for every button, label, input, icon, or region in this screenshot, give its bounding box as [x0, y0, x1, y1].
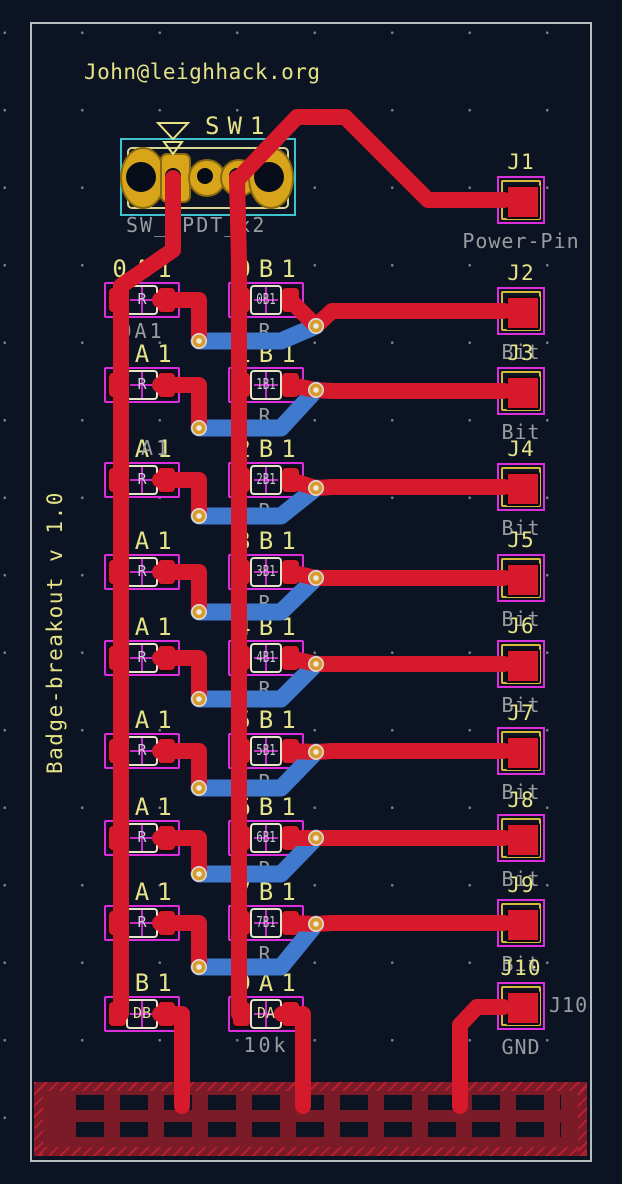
resistor-6a1-value-text: R — [137, 828, 147, 846]
zone-hatch-bottom — [34, 1147, 587, 1156]
connector-j6-name-label[interactable]: Bit — [501, 693, 541, 717]
zone-hatch-left — [34, 1082, 43, 1156]
connector-j4-name-label[interactable]: Bit — [501, 516, 541, 540]
connector-j10-pad[interactable] — [506, 991, 540, 1025]
connector-j2-ref-label[interactable]: J2 — [507, 261, 535, 285]
resistor-3b1-value-text: 3B1 — [256, 562, 276, 580]
resistor-5a1-ref-label[interactable]: 5A1 — [112, 706, 180, 734]
connector-j9-pad[interactable] — [506, 908, 540, 942]
zone-dash-row — [76, 1122, 561, 1137]
resistor-4a1-ref-label[interactable]: 4A1 — [112, 613, 180, 641]
resistor-2b1-fab-label[interactable]: R — [258, 499, 274, 523]
resistor-3a1-ref-label[interactable]: 3A1 — [112, 527, 180, 555]
connector-j1-ref-label[interactable]: J1 — [507, 150, 535, 174]
resistor-4b1-ref-label[interactable]: 4B1 — [236, 613, 304, 641]
resistor-7a1-value-text: R — [137, 913, 147, 931]
connector-j5-ref-label[interactable]: J5 — [507, 528, 535, 552]
resistor-db1-ref-label[interactable]: DB1 — [112, 969, 180, 997]
resistor-2b1-value-text: 2B1 — [256, 470, 276, 488]
connector-j8-name-label[interactable]: Bit — [501, 867, 541, 891]
sw1-hole-5 — [254, 162, 284, 192]
connector-j4-pad[interactable] — [506, 472, 540, 506]
connector-j5-name-label[interactable]: Bit — [501, 607, 541, 631]
resistor-6a1-ref-label[interactable]: 6A1 — [112, 793, 180, 821]
connector-j10-name-label[interactable]: GND — [501, 1035, 541, 1059]
resistor-2b1-ref-label[interactable]: 2B1 — [236, 435, 304, 463]
connector-j7-pad[interactable] — [506, 736, 540, 770]
connector-j9-ref-label[interactable]: J9 — [507, 873, 535, 897]
sw1-hole-2 — [165, 168, 181, 184]
resistor-da1-fab-line-h — [254, 1013, 278, 1015]
resistor-da1-value-text: DA — [256, 1004, 276, 1022]
sw1-hole-3 — [197, 168, 213, 184]
resistor-4b1-fab-label[interactable]: R — [258, 677, 274, 701]
connector-j4-ref-label[interactable]: J4 — [507, 437, 535, 461]
resistor-6b1-fab-label[interactable]: R — [258, 857, 274, 881]
resistor-da1-ref-label[interactable]: DA1 — [236, 969, 304, 997]
connector-j6-pad[interactable] — [506, 649, 540, 683]
resistor-0a1-ref-label[interactable]: 0A1 — [112, 255, 180, 283]
connector-j2-name-label[interactable]: Bit — [501, 340, 541, 364]
resistor-1b1-value-text: 1B1 — [256, 375, 276, 393]
resistor-0a1-value-text: R — [137, 290, 147, 308]
resistor-4b1-value-text: 4B1 — [256, 648, 276, 666]
connector-j1-pad[interactable] — [506, 185, 540, 219]
resistor-5b1-fab-label[interactable]: R — [258, 770, 274, 794]
connector-j6-ref-label[interactable]: J6 — [507, 614, 535, 638]
resistor-1a1-ref-label[interactable]: 1A1 — [112, 340, 180, 368]
resistor-6b1-ref-label[interactable]: 6B1 — [236, 793, 304, 821]
zone-hatch-right — [578, 1082, 587, 1156]
sw1-hole-4 — [229, 168, 245, 184]
resistor-7b1-value-text: 7B1 — [256, 913, 276, 931]
connector-j10-ref-label[interactable]: J10 — [500, 956, 542, 980]
connector-j3-pad[interactable] — [506, 376, 540, 410]
resistor-2a1-value-text: R — [137, 470, 147, 488]
sw1-value-label[interactable]: SW_DPDT_x2 — [126, 213, 267, 237]
connector-j10-side-label[interactable]: J10 — [549, 993, 589, 1017]
connector-j3-name-label[interactable]: Bit — [501, 420, 541, 444]
connector-j1-name-label[interactable]: Power-Pin — [462, 229, 580, 253]
resistor-1a1-value-text: R — [137, 375, 147, 393]
resistor-3b1-fab-label[interactable]: R — [258, 591, 274, 615]
resistor-7a1-ref-label[interactable]: 7A1 — [112, 878, 180, 906]
connector-j5-pad[interactable] — [506, 563, 540, 597]
connector-j9-name-label[interactable]: Bit — [501, 952, 541, 976]
board-edge-outline — [30, 22, 592, 1162]
resistor-0b1-fab-label[interactable]: R — [258, 319, 274, 343]
resistor-0b1-value-text: 0B1 — [256, 290, 276, 308]
owner-email-text[interactable]: John@leighhack.org — [84, 60, 321, 84]
sw1-ref-label[interactable]: SW1 — [205, 112, 273, 140]
resistor-da1-fab-label[interactable]: 10k — [243, 1033, 289, 1057]
zone-dash-row — [76, 1095, 561, 1110]
connector-j2-pad[interactable] — [506, 296, 540, 330]
board-title-text[interactable]: Badge-breakout v 1.0 — [43, 491, 67, 774]
resistor-5b1-value-text: 5B1 — [256, 741, 276, 759]
resistor-7b1-ref-label[interactable]: 7B1 — [236, 878, 304, 906]
resistor-1b1-fab-label[interactable]: R — [258, 404, 274, 428]
sw1-hole-1 — [126, 162, 156, 192]
resistor-2a1-fab-overlay-label[interactable]: A1 — [140, 436, 172, 460]
resistor-0b1-fab-line-h — [254, 299, 278, 301]
resistor-4a1-value-text: R — [137, 648, 147, 666]
resistor-0b1-body[interactable] — [250, 285, 282, 315]
connector-j7-ref-label[interactable]: J7 — [507, 701, 535, 725]
connector-j7-name-label[interactable]: Bit — [501, 780, 541, 804]
pin1-marker-icon — [155, 122, 191, 156]
resistor-db1-value-text: DB — [132, 1004, 152, 1022]
resistor-5b1-ref-label[interactable]: 5B1 — [236, 706, 304, 734]
resistor-1b1-ref-label[interactable]: 1B1 — [236, 340, 304, 368]
resistor-5a1-value-text: R — [137, 741, 147, 759]
resistor-0a1-fab-label[interactable]: 0A1 — [119, 319, 165, 343]
resistor-3b1-ref-label[interactable]: 3B1 — [236, 527, 304, 555]
connector-j3-ref-label[interactable]: J3 — [507, 341, 535, 365]
connector-j8-pad[interactable] — [506, 823, 540, 857]
resistor-0b1-ref-label[interactable]: 0B1 — [236, 255, 304, 283]
resistor-3a1-value-text: R — [137, 562, 147, 580]
resistor-6b1-value-text: 6B1 — [256, 828, 276, 846]
connector-j8-ref-label[interactable]: J8 — [507, 788, 535, 812]
resistor-7b1-fab-label[interactable]: R — [258, 942, 274, 966]
